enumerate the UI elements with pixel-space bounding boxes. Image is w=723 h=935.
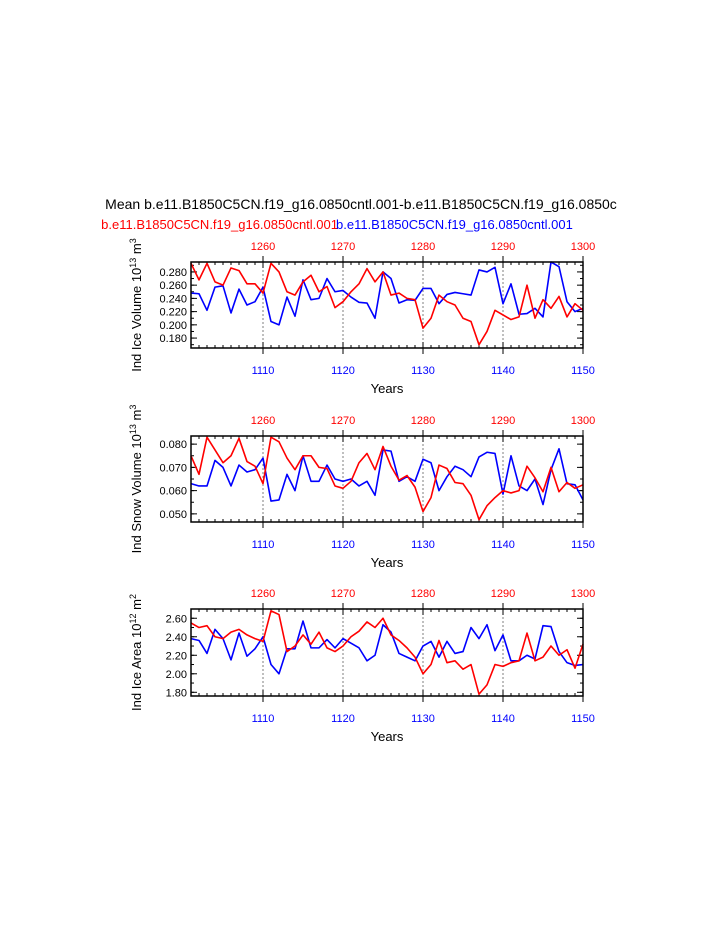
- y-tick-label: 0.080: [159, 439, 187, 451]
- x-tick-label: 1140: [491, 713, 515, 725]
- x-tick-label: 1130: [411, 539, 435, 551]
- x-tick-label: 1120: [331, 539, 355, 551]
- x-top-tick-label: 1270: [331, 588, 355, 600]
- y-tick-label: 0.260: [159, 280, 187, 292]
- panel-3: 1110 1120 1130 1140 1150 1260 1270 1280 1290 1300…: [128, 588, 595, 744]
- x-top-tick-label: 1260: [251, 415, 275, 427]
- panels-group: 1110 1120 1130 1140 1150 1260 1270 1280 1290 1300…: [128, 238, 595, 744]
- x-tick-label: 1150: [571, 713, 595, 725]
- y-axis-label: Ind Ice Area 1012 m2: [128, 594, 144, 711]
- x-tick-label: 1110: [252, 539, 275, 551]
- y-axis-label-unit: m: [129, 599, 144, 613]
- x-tick-label: 1150: [571, 539, 595, 551]
- y-axis-label-unit: m: [129, 243, 144, 257]
- y-tick-label: 0.050: [159, 509, 187, 521]
- x-top-tick-label: 1260: [251, 588, 275, 600]
- y-axis-label-text: Ind Ice Volume 10: [129, 268, 144, 372]
- y-tick-label: 0.240: [159, 293, 187, 305]
- y-tick-label: 0.070: [159, 462, 187, 474]
- x-top-tick-label: 1300: [571, 241, 595, 253]
- x-top-tick-label: 1270: [331, 241, 355, 253]
- series-line-1: [190, 620, 584, 675]
- x-top-tick-label: 1260: [251, 241, 275, 253]
- y-axis-label-unit: m: [129, 410, 144, 424]
- x-top-tick-label: 1280: [411, 415, 435, 427]
- x-top-tick-label: 1280: [411, 241, 435, 253]
- panel-1: 1110 1120 1130 1140 1150 1260 1270 1280 1290 1300…: [128, 238, 595, 396]
- x-tick-label: 1130: [411, 713, 435, 725]
- y-tick-label: 0.280: [159, 267, 187, 279]
- x-tick-label: 1120: [331, 713, 355, 725]
- y-axis-label-unit-exp: 2: [128, 594, 138, 599]
- series-line-2: [190, 610, 584, 695]
- y-tick-label: 1.80: [166, 687, 187, 699]
- x-tick-label: 1110: [252, 713, 275, 725]
- x-top-tick-label: 1300: [571, 588, 595, 600]
- x-top-tick-label: 1290: [491, 588, 515, 600]
- y-tick-label: 0.220: [159, 307, 187, 319]
- y-axis-label-text: Ind Snow Volume 10: [129, 434, 144, 553]
- x-tick-label: 1120: [331, 365, 355, 377]
- x-tick-label: 1110: [252, 365, 275, 377]
- plot-frame: [190, 435, 584, 523]
- y-axis-label-exp: 13: [128, 424, 138, 434]
- x-top-tick-label: 1280: [411, 588, 435, 600]
- y-tick-label: 2.20: [166, 650, 187, 662]
- plot-frame: [190, 261, 584, 349]
- y-tick-label: 0.180: [159, 333, 187, 345]
- x-axis-label: Years: [371, 555, 404, 570]
- y-tick-label: 2.00: [166, 669, 187, 681]
- y-axis-label-text: Ind Ice Area 10: [129, 624, 144, 711]
- x-top-tick-label: 1290: [491, 415, 515, 427]
- panel-2: 1110 1120 1130 1140 1150 1260 1270 1280 1290 1300…: [128, 405, 595, 570]
- y-tick-label: 2.40: [166, 632, 187, 644]
- x-tick-label: 1130: [411, 365, 435, 377]
- y-axis-label-exp: 13: [128, 258, 138, 268]
- subtitle-case-2: b.e11.B1850C5CN.f19_g16.0850cntl.001: [336, 217, 573, 232]
- x-axis-label: Years: [371, 729, 404, 744]
- x-tick-label: 1150: [571, 365, 595, 377]
- x-tick-label: 1140: [491, 365, 515, 377]
- y-tick-label: 0.200: [159, 320, 187, 332]
- x-tick-label: 1140: [491, 539, 515, 551]
- plot-frame: [190, 608, 584, 697]
- series-line-2: [190, 262, 584, 346]
- y-axis-label-unit-exp: 3: [128, 405, 138, 410]
- y-tick-label: 2.60: [166, 613, 187, 625]
- x-top-tick-label: 1290: [491, 241, 515, 253]
- series-line-1: [190, 261, 584, 326]
- chart-title: Mean b.e11.B1850C5CN.f19_g16.0850cntl.00…: [105, 196, 617, 212]
- y-tick-label: 0.060: [159, 486, 187, 498]
- x-top-tick-label: 1270: [331, 415, 355, 427]
- subtitle-case-1: b.e11.B1850C5CN.f19_g16.0850cntl.001: [101, 217, 338, 232]
- series-line-2: [190, 436, 584, 521]
- y-axis-label-unit-exp: 3: [128, 238, 138, 243]
- y-axis-label-exp: 12: [128, 614, 138, 624]
- x-axis-label: Years: [371, 381, 404, 396]
- y-axis-label: Ind Ice Volume 1013 m3: [128, 238, 144, 372]
- y-axis-label: Ind Snow Volume 1013 m3: [128, 405, 144, 554]
- x-top-tick-label: 1300: [571, 415, 595, 427]
